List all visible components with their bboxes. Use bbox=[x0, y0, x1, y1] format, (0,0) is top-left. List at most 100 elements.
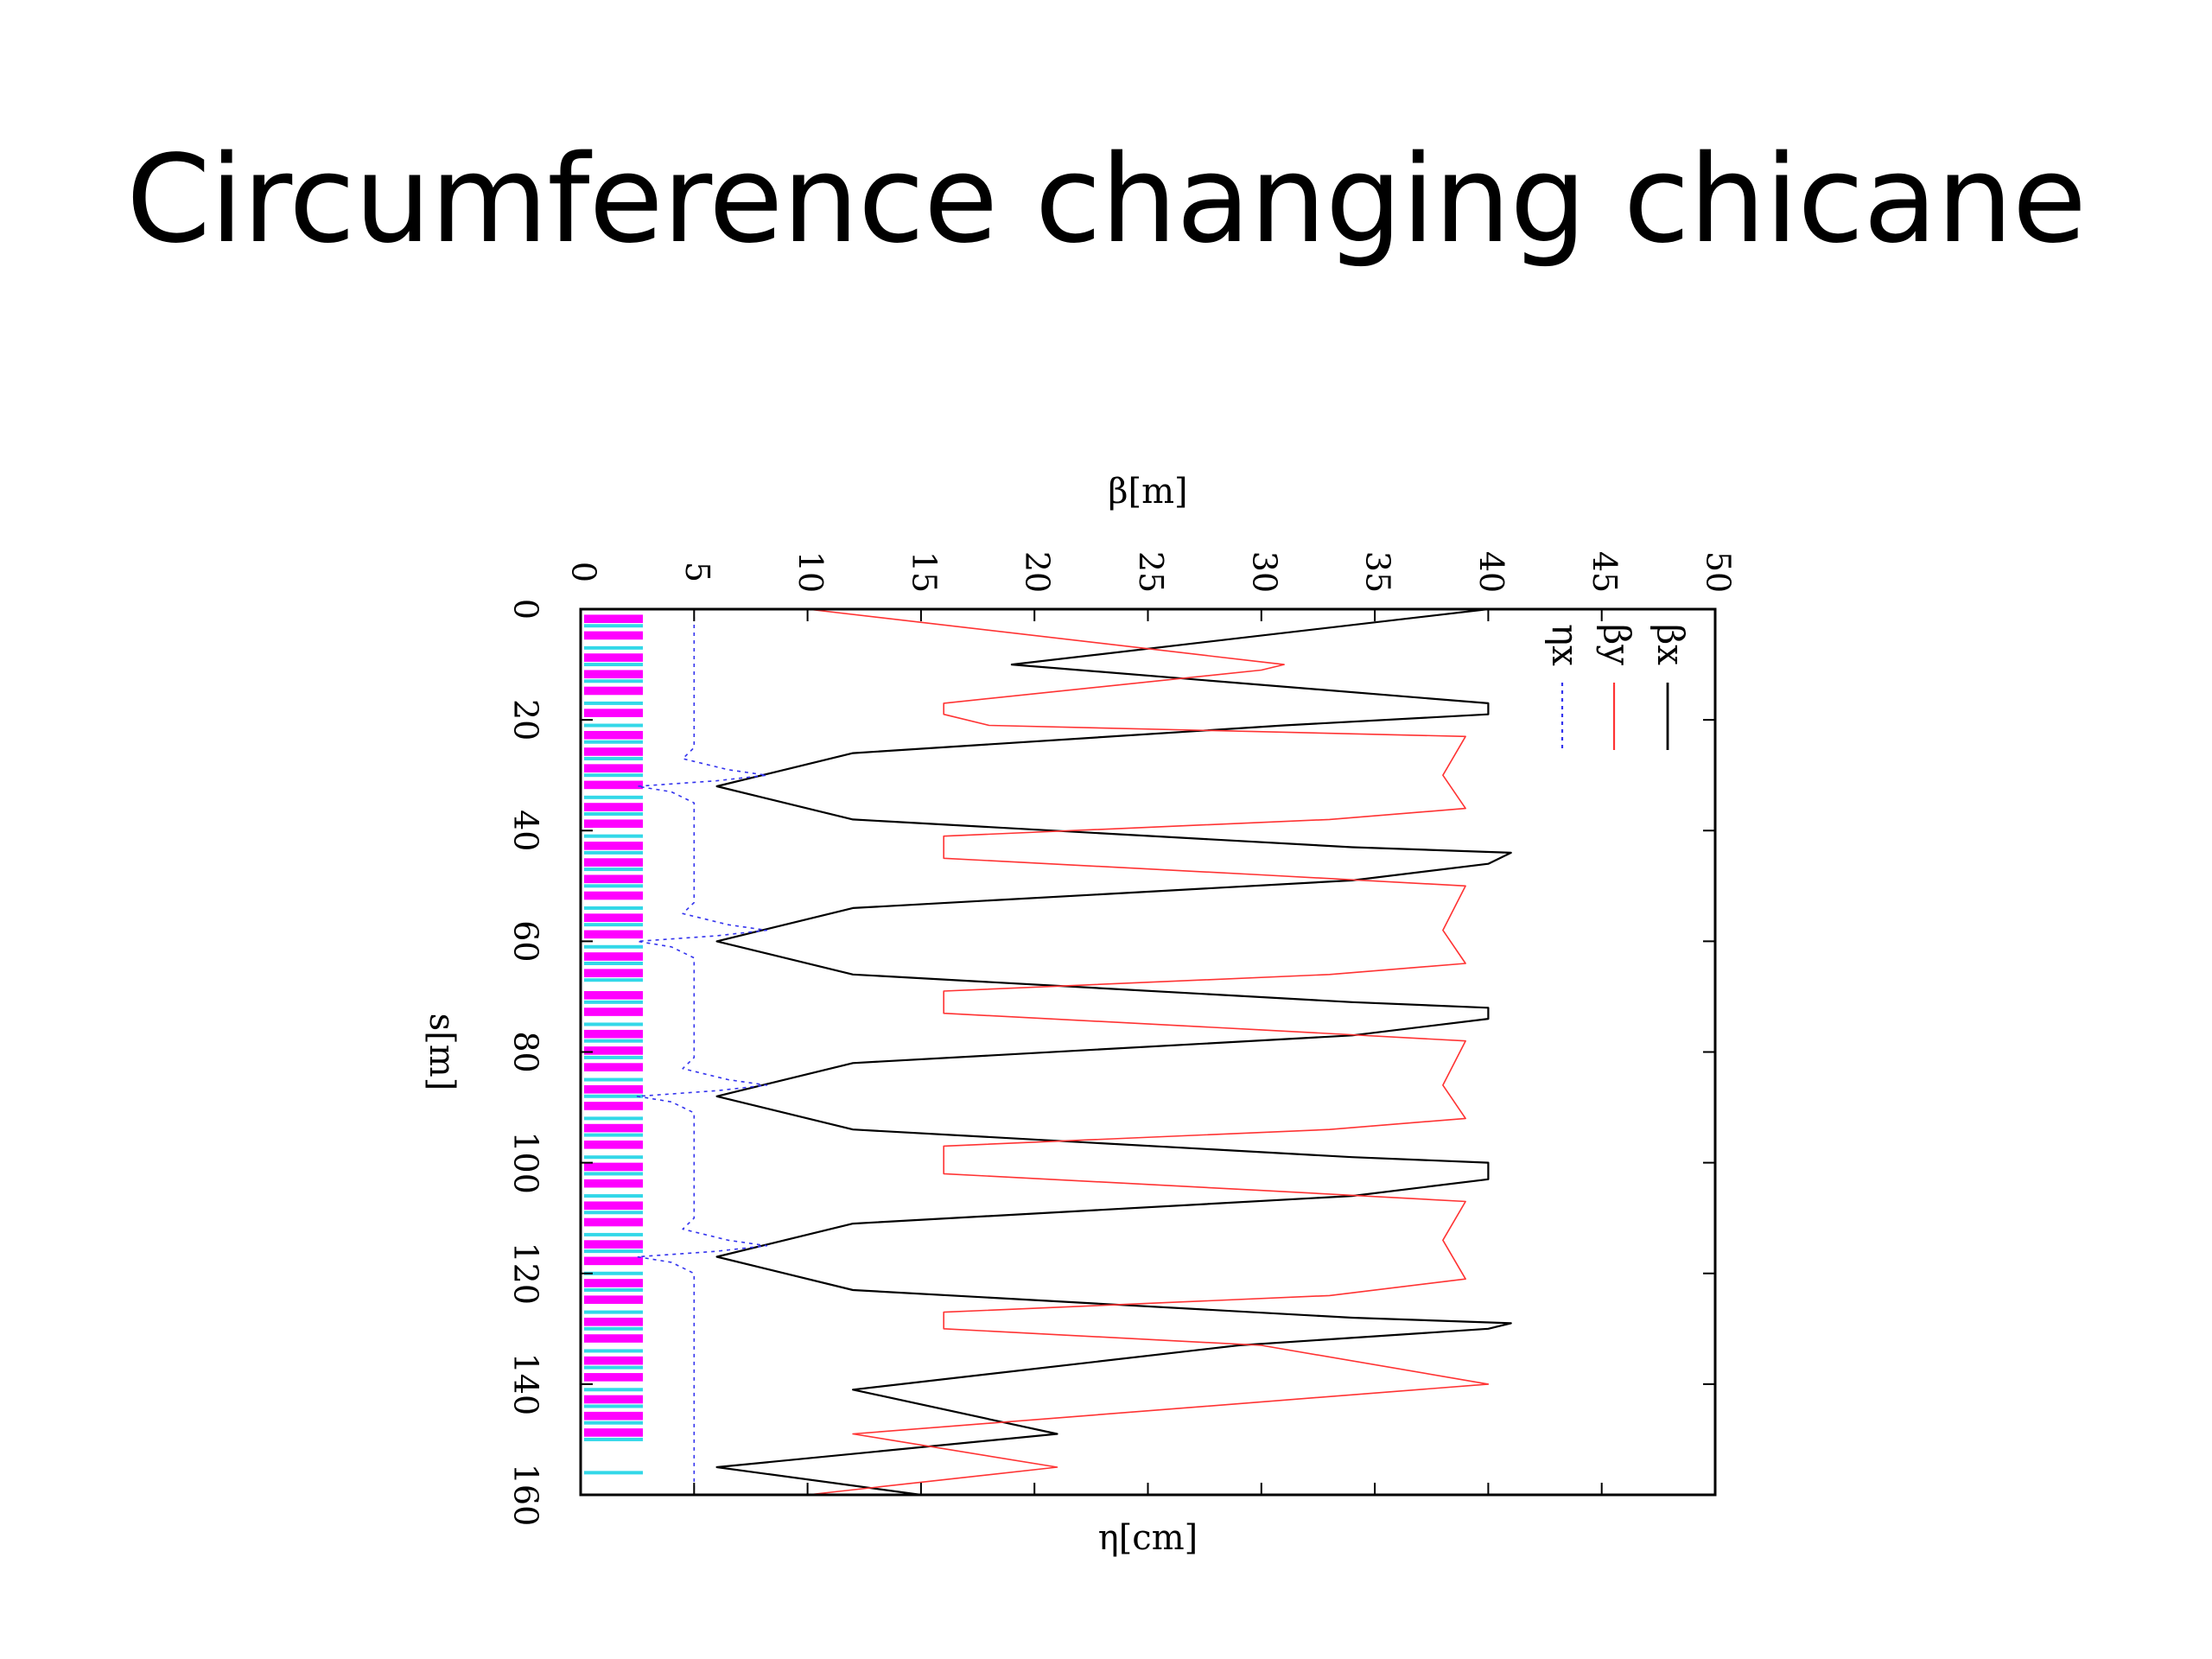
bend-magnet bbox=[584, 686, 643, 696]
bend-magnet bbox=[584, 1395, 643, 1404]
quad-magnet bbox=[584, 944, 643, 949]
quad-magnet bbox=[584, 1211, 643, 1215]
bend-magnet bbox=[584, 1256, 643, 1266]
quad-magnet bbox=[584, 962, 643, 965]
legend-label-betax: βx bbox=[1649, 624, 1692, 665]
bend-magnet bbox=[584, 1356, 643, 1365]
y-tick-label: 45 bbox=[1586, 551, 1624, 593]
x-tick-label: 20 bbox=[507, 699, 545, 741]
quad-magnet bbox=[584, 812, 643, 817]
bend-magnet bbox=[584, 1162, 643, 1172]
quad-magnet bbox=[584, 773, 643, 778]
quad-magnet bbox=[584, 923, 643, 927]
bend-magnet bbox=[584, 709, 643, 717]
quad-magnet bbox=[584, 740, 643, 744]
quad-magnet bbox=[584, 1194, 643, 1198]
quad-magnet bbox=[584, 1055, 643, 1059]
bend-magnet bbox=[584, 747, 643, 756]
quad-magnet bbox=[584, 1271, 643, 1275]
quad-magnet bbox=[584, 1326, 643, 1331]
bend-magnet bbox=[584, 670, 643, 679]
quad-magnet bbox=[584, 1287, 643, 1292]
bend-magnet bbox=[584, 803, 643, 811]
bend-magnet bbox=[584, 1217, 643, 1227]
y-tick-label: 0 bbox=[565, 562, 603, 582]
quad-magnet bbox=[584, 1094, 643, 1098]
slide-title: Circumference changing chicane bbox=[126, 130, 2087, 270]
x-tick-label: 160 bbox=[507, 1464, 545, 1527]
legend-label-betay: βy bbox=[1596, 624, 1638, 665]
quad-magnet bbox=[584, 1172, 643, 1176]
series-line-etax bbox=[636, 609, 768, 1495]
bend-magnet bbox=[584, 1029, 643, 1039]
y-tick-label: 25 bbox=[1132, 551, 1170, 593]
bend-magnet bbox=[584, 1279, 643, 1287]
bend-magnet bbox=[584, 1295, 643, 1304]
quad-magnet bbox=[584, 1155, 643, 1160]
bend-magnet bbox=[584, 1179, 643, 1188]
quad-magnet bbox=[584, 884, 643, 888]
bend-magnet bbox=[584, 842, 643, 850]
x-tick-label: 0 bbox=[507, 599, 545, 620]
bend-magnet bbox=[584, 858, 643, 867]
y-tick-label: 15 bbox=[905, 551, 943, 593]
quad-magnet bbox=[584, 978, 643, 982]
quad-magnet bbox=[584, 1249, 643, 1254]
quad-magnet bbox=[584, 1133, 643, 1137]
bend-magnet bbox=[584, 1084, 643, 1094]
plot-area: 0 20 40 60 80 100 120 140 160 0 5 10 15 20 25 30 35 40 45 5… bbox=[422, 472, 1738, 1558]
quad-magnet bbox=[584, 1000, 643, 1004]
quad-magnet bbox=[584, 795, 643, 799]
bend-magnet bbox=[584, 1428, 643, 1437]
bend-magnet bbox=[584, 874, 643, 884]
bend-magnet bbox=[584, 1063, 643, 1071]
y-tick-label: 50 bbox=[1700, 551, 1738, 593]
quad-magnet bbox=[584, 850, 643, 855]
quad-magnet bbox=[584, 1404, 643, 1408]
bend-magnet bbox=[584, 780, 643, 790]
bend-magnet bbox=[584, 614, 643, 624]
quad-magnet bbox=[584, 645, 643, 650]
bend-magnet bbox=[584, 913, 643, 922]
quad-magnet bbox=[584, 834, 643, 838]
quad-magnet bbox=[584, 1365, 643, 1370]
bend-magnet bbox=[584, 631, 643, 640]
y-tick-label: 10 bbox=[791, 551, 830, 593]
quad-magnet bbox=[584, 1116, 643, 1121]
plot-frame bbox=[579, 607, 1717, 1497]
bend-magnet bbox=[584, 1201, 643, 1211]
y-tick-label: 35 bbox=[1359, 551, 1397, 593]
quad-magnet bbox=[584, 1437, 643, 1441]
bend-magnet bbox=[584, 653, 643, 662]
x-axis-label: s[m] bbox=[422, 1014, 461, 1091]
x-tick-label: 100 bbox=[507, 1131, 545, 1194]
quad-magnet bbox=[584, 756, 643, 760]
quad-magnet bbox=[584, 1471, 643, 1475]
y-tick-label: 40 bbox=[1472, 551, 1510, 593]
bend-magnet bbox=[584, 1411, 643, 1421]
quad-magnet bbox=[584, 663, 643, 667]
quad-magnet bbox=[584, 906, 643, 910]
x-tick-label: 40 bbox=[507, 810, 545, 851]
bend-magnet bbox=[584, 1240, 643, 1249]
quad-magnet bbox=[584, 624, 643, 628]
quad-magnet bbox=[584, 1388, 643, 1392]
y-tick-label: 30 bbox=[1245, 551, 1283, 593]
quad-magnet bbox=[584, 679, 643, 683]
quad-magnet bbox=[584, 1349, 643, 1353]
bend-magnet bbox=[584, 1334, 643, 1343]
quad-magnet bbox=[584, 1022, 643, 1027]
y-tick-label: 20 bbox=[1019, 551, 1057, 593]
bend-magnet bbox=[584, 1007, 643, 1016]
bend-magnet bbox=[584, 1102, 643, 1110]
x-tick-label: 60 bbox=[507, 920, 545, 962]
x-tick-label: 140 bbox=[507, 1353, 545, 1416]
series-line-betax bbox=[715, 607, 1512, 1497]
bend-magnet bbox=[584, 969, 643, 978]
bend-magnet bbox=[584, 819, 643, 829]
bend-magnet bbox=[584, 1141, 643, 1149]
bend-magnet bbox=[584, 1318, 643, 1326]
quad-magnet bbox=[584, 1039, 643, 1043]
quad-magnet bbox=[584, 868, 643, 872]
